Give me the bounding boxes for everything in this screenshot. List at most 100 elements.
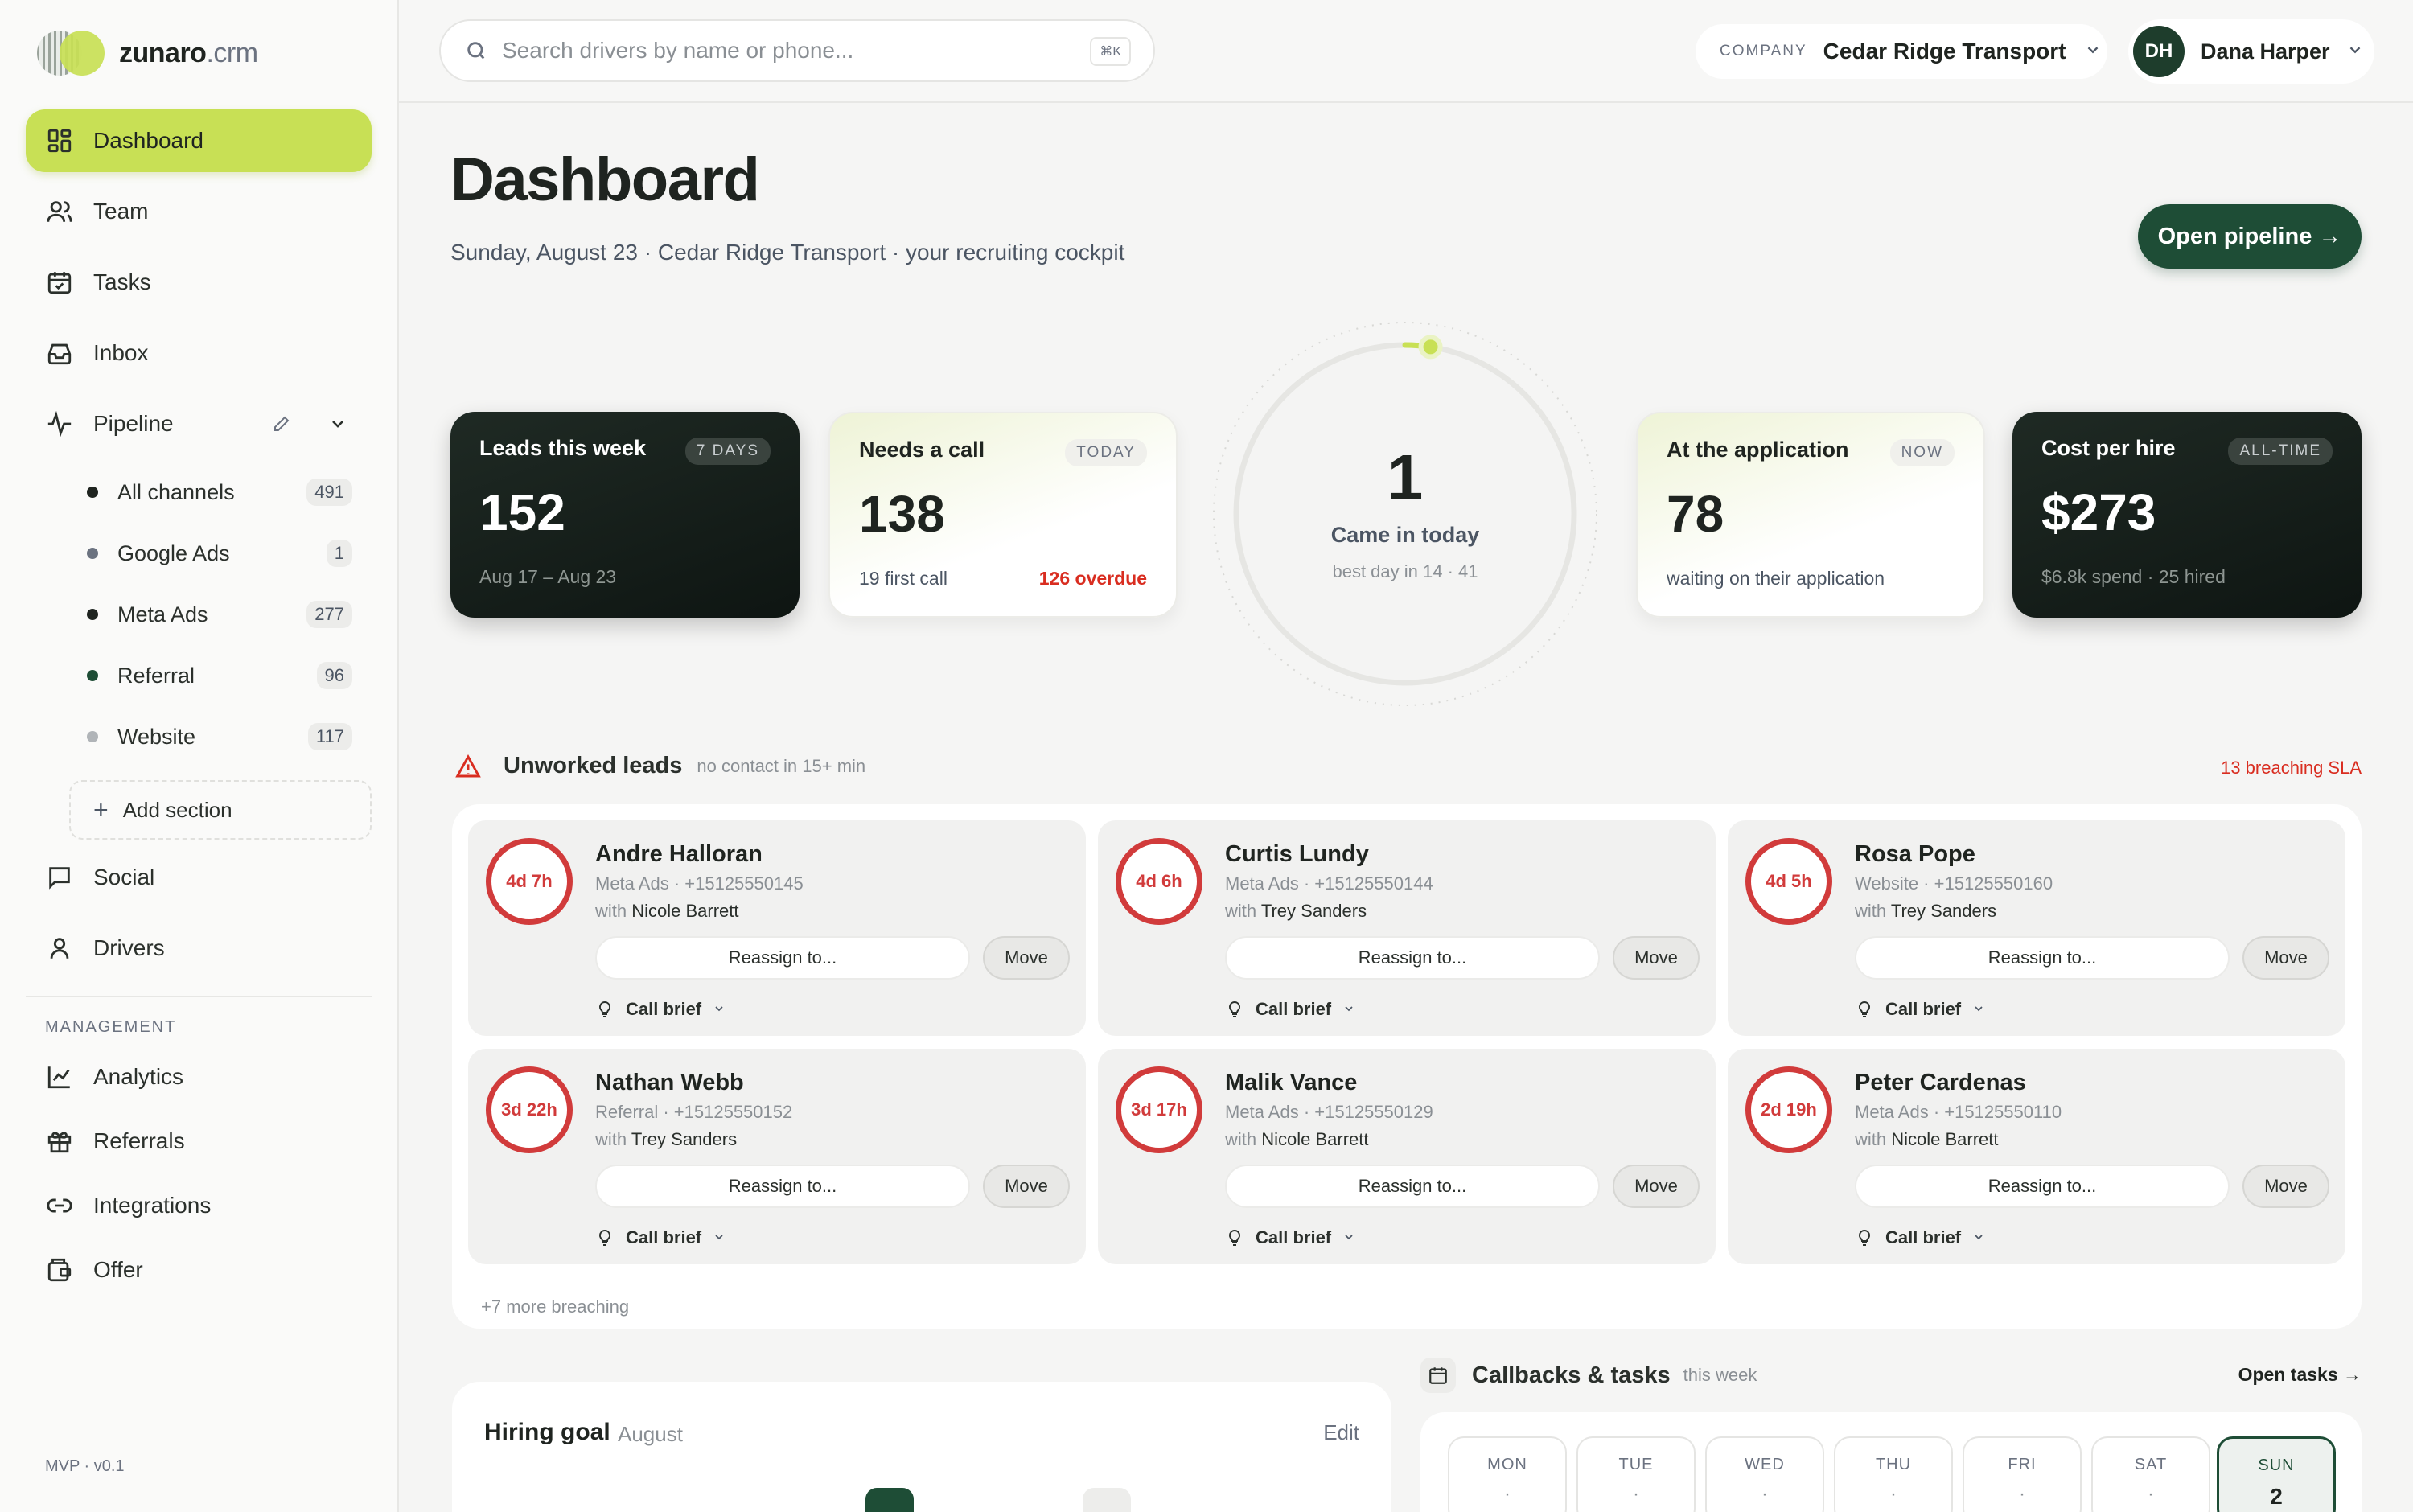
sidebar-item-label: Inbox <box>93 340 149 365</box>
pipeline-channel-meta[interactable]: Meta Ads 277 <box>87 592 352 637</box>
move-button[interactable]: Move <box>2242 936 2329 980</box>
sidebar-item-offer[interactable]: Offer <box>26 1239 372 1301</box>
open-pipeline-button[interactable]: Open pipeline → <box>2138 204 2362 269</box>
company-label: COMPANY <box>1720 43 1807 60</box>
reassign-select[interactable]: Reassign to... <box>595 936 970 980</box>
sidebar-item-tasks[interactable]: Tasks <box>26 251 372 314</box>
more-breaching-link[interactable]: +7 more breaching <box>481 1296 630 1317</box>
lead-card[interactable]: 3d 22h Nathan Webb Referral · +151255501… <box>468 1049 1086 1264</box>
lead-card[interactable]: 4d 6h Curtis Lundy Meta Ads · +151255501… <box>1098 820 1716 1036</box>
logo[interactable]: zunaro.crm <box>37 31 258 76</box>
owner-prefix: with <box>1855 901 1887 921</box>
sidebar-item-dashboard[interactable]: Dashboard <box>26 109 372 172</box>
stat-tag: TODAY <box>1065 439 1147 466</box>
reassign-select[interactable]: Reassign to... <box>1855 1165 2230 1208</box>
stat-footer: $6.8k spend · 25 hired <box>2041 566 2226 587</box>
day-cell-mon[interactable]: MON · <box>1448 1436 1567 1512</box>
call-brief-toggle[interactable]: Call brief <box>1225 1227 1355 1248</box>
hiring-goal-title: Hiring goal <box>484 1419 610 1445</box>
owner-prefix: with <box>595 1129 627 1149</box>
warning-icon <box>455 754 481 777</box>
chart-icon <box>45 1062 74 1091</box>
stat-value: 138 <box>859 485 945 543</box>
chevron-down-icon[interactable] <box>328 414 347 433</box>
move-button[interactable]: Move <box>983 1165 1070 1208</box>
callbacks-header: Callbacks & tasks this week <box>1420 1358 1757 1393</box>
lead-source: Website · +15125550160 <box>1855 873 2053 894</box>
search-input[interactable] <box>502 38 1065 64</box>
sidebar-item-integrations[interactable]: Integrations <box>26 1174 372 1237</box>
move-button[interactable]: Move <box>983 936 1070 980</box>
lead-name[interactable]: Nathan Webb <box>595 1070 744 1095</box>
lead-name[interactable]: Peter Cardenas <box>1855 1070 2026 1095</box>
reassign-select[interactable]: Reassign to... <box>1855 936 2230 980</box>
call-brief-toggle[interactable]: Call brief <box>1855 1227 1985 1248</box>
sidebar-item-drivers[interactable]: Drivers <box>26 917 372 980</box>
channel-dot <box>87 731 98 742</box>
stat-value: 152 <box>479 483 565 541</box>
search-bar[interactable]: ⌘K <box>439 19 1155 82</box>
lead-card[interactable]: 4d 5h Rosa Pope Website · +15125550160 w… <box>1728 820 2345 1036</box>
owner-prefix: with <box>595 901 627 921</box>
pipeline-channel-referral[interactable]: Referral 96 <box>87 653 352 698</box>
open-tasks-link[interactable]: Open tasks → <box>2238 1364 2362 1385</box>
lead-name[interactable]: Malik Vance <box>1225 1070 1358 1095</box>
reassign-select[interactable]: Reassign to... <box>1225 936 1600 980</box>
move-button[interactable]: Move <box>1613 936 1700 980</box>
gift-icon <box>45 1127 74 1156</box>
stat-card-cost-per-hire[interactable]: Cost per hire ALL-TIME $273 $6.8k spend … <box>2012 412 2362 618</box>
reassign-select[interactable]: Reassign to... <box>1225 1165 1600 1208</box>
hiring-goal-bar-filled <box>865 1488 914 1512</box>
management-section-label: MANAGEMENT <box>45 1018 177 1036</box>
company-selector[interactable]: COMPANY Cedar Ridge Transport <box>1696 24 2107 79</box>
edit-hiring-goal-button[interactable]: Edit <box>1323 1420 1359 1444</box>
sidebar-item-social[interactable]: Social <box>26 846 372 909</box>
sidebar-item-label: Pipeline <box>93 411 174 436</box>
sidebar-item-pipeline[interactable]: Pipeline <box>26 392 372 455</box>
sidebar-item-label: Team <box>93 199 149 224</box>
call-brief-toggle[interactable]: Call brief <box>595 1227 726 1248</box>
day-name: THU <box>1875 1456 1912 1473</box>
lead-name[interactable]: Curtis Lundy <box>1225 841 1369 867</box>
day-cell-sun[interactable]: SUN 2 <box>2217 1436 2336 1512</box>
day-cell-wed[interactable]: WED · <box>1705 1436 1824 1512</box>
day-cell-sat[interactable]: SAT · <box>2091 1436 2210 1512</box>
channel-count: 277 <box>306 601 352 628</box>
channel-dot <box>87 609 98 620</box>
day-cell-tue[interactable]: TUE · <box>1576 1436 1696 1512</box>
section-meta: no contact in 15+ min <box>697 755 866 776</box>
stat-card-leads[interactable]: Leads this week 7 DAYS 152 Aug 17 – Aug … <box>450 412 800 618</box>
sidebar-item-analytics[interactable]: Analytics <box>26 1046 372 1108</box>
channel-dot <box>87 548 98 559</box>
edit-icon[interactable] <box>272 414 291 433</box>
lead-name[interactable]: Andre Halloran <box>595 841 763 867</box>
lead-card[interactable]: 3d 17h Malik Vance Meta Ads · +151255501… <box>1098 1049 1716 1264</box>
call-brief-toggle[interactable]: Call brief <box>1225 999 1355 1020</box>
lead-name[interactable]: Rosa Pope <box>1855 841 1975 867</box>
sidebar-item-referrals[interactable]: Referrals <box>26 1110 372 1173</box>
call-brief-toggle[interactable]: Call brief <box>1855 999 1985 1020</box>
move-button[interactable]: Move <box>1613 1165 1700 1208</box>
user-menu[interactable]: DH Dana Harper <box>2128 19 2374 84</box>
stat-card-needs-call[interactable]: Needs a call TODAY 138 19 first call 126… <box>828 412 1178 618</box>
pipeline-channel-google[interactable]: Google Ads 1 <box>87 531 352 576</box>
link-icon <box>45 1191 74 1220</box>
day-cell-fri[interactable]: FRI · <box>1963 1436 2082 1512</box>
plus-icon: + <box>93 795 109 824</box>
add-section-button[interactable]: + Add section <box>69 780 372 840</box>
lead-card[interactable]: 4d 7h Andre Halloran Meta Ads · +1512555… <box>468 820 1086 1036</box>
hiring-goal-bar-empty <box>1083 1488 1131 1512</box>
stat-card-application[interactable]: At the application NOW 78 waiting on the… <box>1636 412 1985 618</box>
move-button[interactable]: Move <box>2242 1165 2329 1208</box>
call-brief-toggle[interactable]: Call brief <box>595 999 726 1020</box>
day-name: WED <box>1745 1456 1785 1473</box>
day-cell-thu[interactable]: THU · <box>1834 1436 1953 1512</box>
sla-breach-count[interactable]: 13 breaching SLA <box>2221 758 2362 778</box>
sidebar-item-team[interactable]: Team <box>26 180 372 243</box>
sidebar-item-inbox[interactable]: Inbox <box>26 322 372 384</box>
sidebar-item-label: Drivers <box>93 935 165 960</box>
pipeline-channel-all[interactable]: All channels 491 <box>87 470 352 515</box>
lead-card[interactable]: 2d 19h Peter Cardenas Meta Ads · +151255… <box>1728 1049 2345 1264</box>
reassign-select[interactable]: Reassign to... <box>595 1165 970 1208</box>
pipeline-channel-website[interactable]: Website 117 <box>87 714 352 759</box>
